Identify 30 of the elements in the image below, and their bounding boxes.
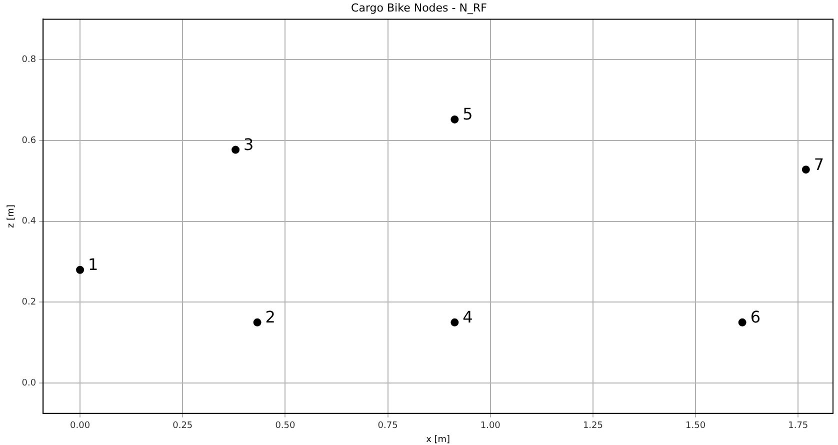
- x-tick-label: 0.50: [275, 421, 296, 432]
- point: [76, 266, 84, 274]
- y-tick-label: 0.4: [22, 216, 36, 227]
- y-tick-label: 0.6: [22, 136, 36, 146]
- annotation: 7: [814, 154, 824, 174]
- x-tick-label: 1.25: [582, 421, 603, 432]
- annotation: 3: [244, 134, 254, 154]
- point: [450, 318, 459, 326]
- x-tick-label: 1.00: [480, 421, 501, 432]
- annotation: 1: [88, 255, 98, 274]
- point: [450, 115, 459, 124]
- point: [232, 146, 240, 154]
- y-axis-title: z [m]: [6, 204, 17, 228]
- point: [802, 166, 810, 174]
- y-tick-label: 0.2: [22, 298, 36, 308]
- y-tick-label: 0.8: [22, 54, 36, 65]
- x-axis-title: x [m]: [426, 434, 450, 445]
- annotation: 2: [265, 308, 276, 327]
- annotation: 4: [462, 308, 473, 327]
- annotation: 5: [462, 104, 473, 124]
- x-tick-label: 1.75: [788, 421, 808, 432]
- chart-title: Cargo Bike Nodes - N_RF: [351, 1, 487, 14]
- x-tick-label: 0.75: [378, 421, 398, 432]
- point: [253, 318, 262, 326]
- y-tick-label: 0.0: [22, 378, 36, 388]
- x-tick-label: 1.50: [686, 421, 706, 432]
- annotation: 6: [750, 308, 761, 327]
- point: [738, 318, 746, 326]
- x-tick-label: 0.00: [70, 421, 90, 432]
- x-tick-label: 0.25: [172, 421, 193, 432]
